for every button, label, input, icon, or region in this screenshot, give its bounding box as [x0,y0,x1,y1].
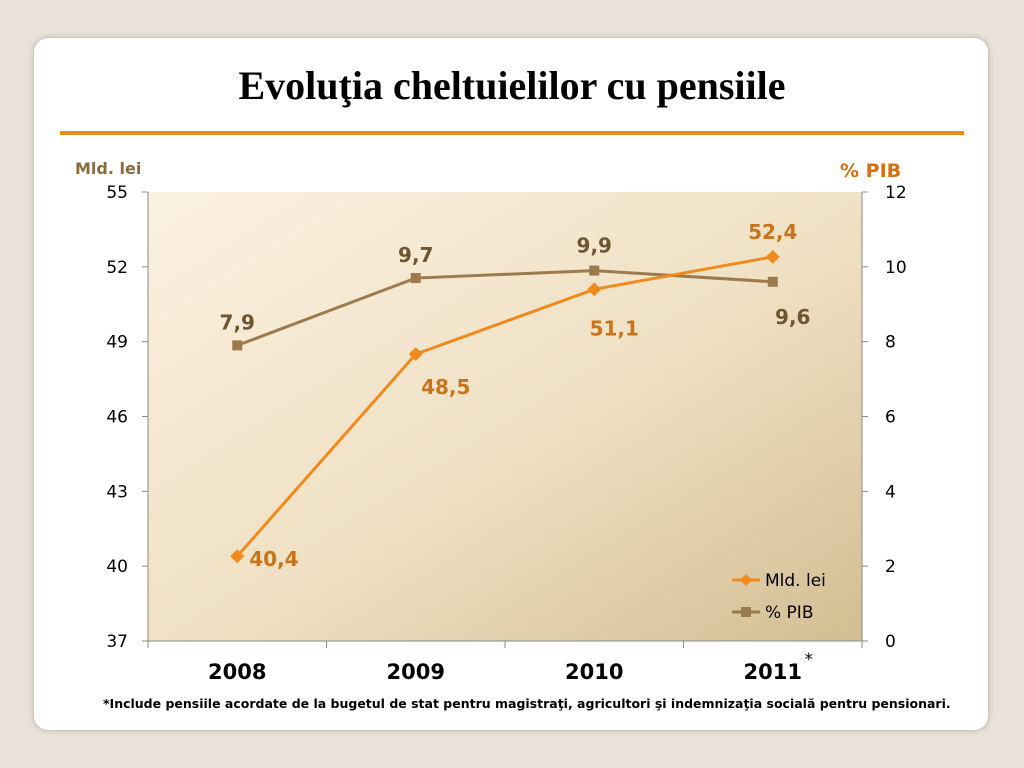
slide-title: Evoluţia cheltuielilor cu pensiile [238,63,786,108]
left-axis-title: Mld. lei [75,159,141,178]
right-tick-label: 0 [885,632,896,652]
right-tick-label: 2 [885,557,896,577]
right-tick-label: 4 [885,482,896,502]
legend-label-pib: % PIB [765,603,814,623]
data-label-pib: 7,9 [220,310,255,334]
data-label-pib: 9,6 [775,305,810,329]
data-label-lei: 48,5 [421,375,470,399]
data-label-pib: 9,7 [398,243,433,267]
data-point-lei [765,249,780,264]
category-footnote-marker: * [805,650,814,670]
data-point-pib [232,340,243,351]
x-category-label: 2008 [208,660,266,684]
left-tick-label: 52 [106,258,128,278]
data-label-lei: 51,1 [590,316,639,340]
left-tick-label: 55 [106,183,128,203]
right-tick-label: 10 [885,258,907,278]
x-category-label: 2011 [744,660,802,684]
left-tick-label: 37 [106,632,128,652]
legend-marker-lei [740,574,752,586]
data-point-lei [587,282,602,297]
right-tick-label: 6 [885,408,896,428]
series-line-lei [236,255,774,558]
left-tick-label: 46 [106,408,128,428]
data-point-lei [408,347,423,362]
right-tick-label: 8 [885,333,896,353]
series-line-pib [236,269,773,347]
right-axis-title: % PIB [840,160,901,182]
left-tick-label: 43 [106,482,128,502]
data-point-pib [410,273,421,284]
x-category-label: 2009 [387,660,445,684]
plot-area [148,192,862,641]
legend-label-lei: Mld. lei [765,571,826,591]
right-tick-label: 12 [885,183,907,203]
legend-marker-pib [741,607,751,617]
data-label-lei: 52,4 [748,220,797,244]
left-tick-label: 49 [106,333,128,353]
left-tick-label: 40 [106,557,128,577]
data-point-pib [767,276,778,287]
x-category-label: 2010 [565,660,623,684]
data-label-lei: 40,4 [249,547,298,571]
title-divider [60,131,964,135]
data-label-pib: 9,9 [577,234,612,258]
footnote: *Include pensiile acordate de la bugetul… [103,696,951,711]
data-point-lei [230,549,245,564]
data-point-pib [589,265,600,276]
